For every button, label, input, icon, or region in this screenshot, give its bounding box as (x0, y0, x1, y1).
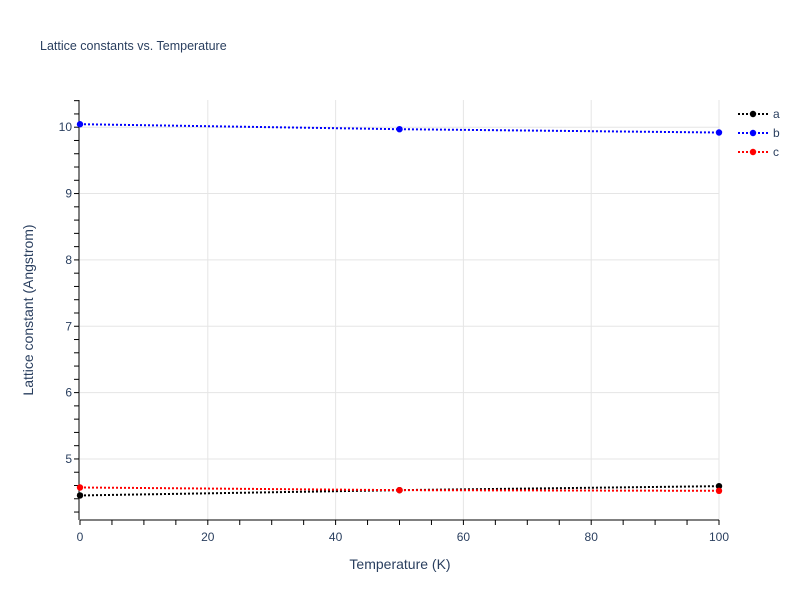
y-tick-label: 5 (65, 452, 72, 466)
series-group (76, 121, 723, 499)
x-axis-label: Temperature (K) (349, 556, 450, 572)
series-line-c (79, 486, 720, 492)
data-point-c (396, 486, 403, 494)
x-tick-label: 40 (329, 530, 343, 544)
series-line-a (79, 485, 720, 497)
axes: 0 20 40 60 80 100 5 6 7 8 9 10 (59, 100, 729, 544)
legend-label-b[interactable]: b (773, 126, 780, 140)
data-point-a (76, 492, 84, 499)
x-tick-label: 0 (77, 530, 84, 544)
chart-title: Lattice constants vs. Temperature (40, 39, 227, 53)
legend-label-a[interactable]: a (773, 107, 780, 121)
data-point-b (396, 125, 403, 133)
y-tick-label: 6 (65, 386, 72, 400)
x-tick-label: 20 (201, 530, 215, 544)
x-tick-label: 80 (585, 530, 599, 544)
y-axis-label: Lattice constant (Angstrom) (20, 224, 36, 395)
y-tick-label: 10 (59, 120, 73, 134)
data-point-c (76, 484, 84, 491)
data-point-a (715, 482, 723, 490)
legend-label-c[interactable]: c (773, 145, 779, 159)
x-tick-label: 60 (457, 530, 471, 544)
data-point-b (76, 121, 84, 128)
y-tick-label: 7 (65, 319, 72, 333)
legend-marker-a[interactable] (749, 110, 757, 118)
data-point-b (715, 129, 723, 136)
legend-marker-c[interactable] (749, 148, 757, 156)
y-tick-label: 9 (65, 187, 72, 201)
x-tick-label: 100 (709, 530, 729, 544)
grid (80, 100, 720, 520)
data-point-c (715, 487, 723, 495)
series-line-b (79, 123, 720, 134)
legend[interactable]: abc (738, 107, 780, 159)
legend-marker-b[interactable] (749, 129, 757, 137)
y-tick-label: 8 (65, 253, 72, 267)
